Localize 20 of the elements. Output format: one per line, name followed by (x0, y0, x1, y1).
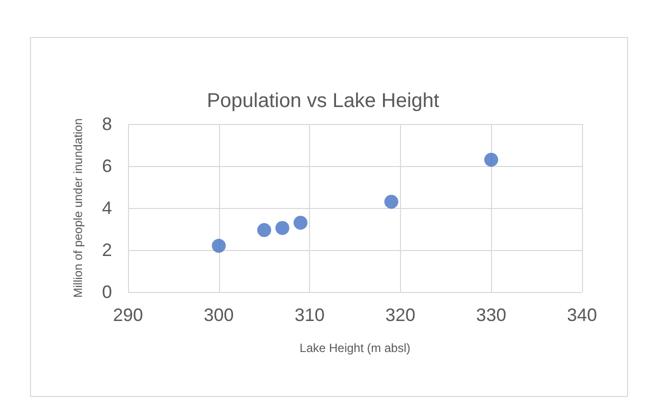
point (484, 152, 498, 167)
x-tick-label: 340 (566, 305, 598, 325)
x-axis-title: Lake Height (m absl) (300, 341, 410, 355)
point (275, 220, 290, 235)
y-tick-label: 4 (102, 198, 112, 218)
x-tick-label: 290 (112, 305, 144, 325)
y-tick-label: 6 (102, 156, 112, 176)
x-tick-label: 330 (476, 305, 506, 325)
chart-title: Population vs Lake Height (206, 90, 440, 112)
y-tick-label: 2 (102, 240, 112, 260)
x-tick-label: 310 (294, 305, 325, 325)
point (212, 238, 226, 253)
y-axis-title: Million of people under inundation (71, 118, 85, 298)
x-tick-label: 300 (204, 305, 234, 325)
x-tick-label: 320 (385, 305, 416, 325)
y-tick-label: 0 (102, 282, 112, 302)
y-tick-label: 8 (102, 114, 112, 134)
point (384, 194, 398, 209)
point (294, 216, 308, 230)
point (257, 223, 272, 238)
